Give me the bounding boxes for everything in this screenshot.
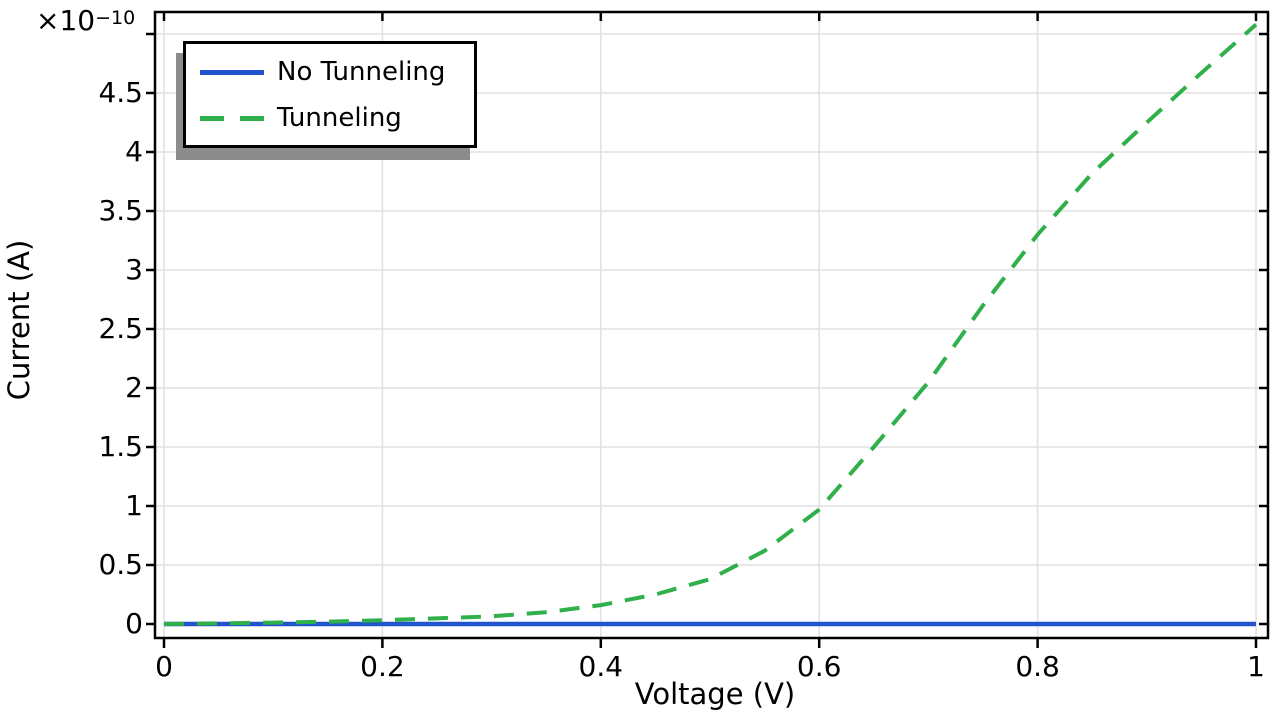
legend-item-no-tunneling: No Tunneling [200,49,470,95]
y-axis-multiplier-exponent: −10 [95,7,136,29]
y-tick-label: 3 [125,253,143,286]
x-tick-label: 0.4 [578,650,624,683]
y-tick-label: 0.5 [98,548,143,581]
x-tick-label: 0.6 [796,650,842,683]
y-axis-title: Current (A) [2,239,36,401]
axis-frame [153,10,1270,640]
x-axis-title: Voltage (V) [634,677,796,711]
legend-line-solid-icon [200,69,264,75]
y-tick-label: 4 [125,135,143,168]
legend-line-dashed-icon [200,115,264,121]
legend-label-no-tunneling: No Tunneling [277,57,446,87]
legend-item-tunneling: Tunneling [200,95,470,141]
x-tick-label: 0.2 [360,650,405,683]
legend-label-tunneling: Tunneling [277,103,402,133]
x-tick-label: 0 [155,650,173,683]
y-axis-multiplier-base: ×10 [36,4,96,37]
x-tick-label: 0.8 [1015,650,1060,683]
x-tick-label: 1 [1247,650,1265,683]
series-line-tunneling [163,23,1258,626]
y-tick-label: 1.5 [98,430,143,463]
legend: No Tunneling Tunneling [183,41,477,148]
y-tick-label: 2.5 [98,312,143,345]
y-tick-label: 4.5 [98,76,143,109]
y-tick-label: 3.5 [98,194,143,227]
y-axis-multiplier: ×10−10 [36,4,135,37]
y-tick-label: 2 [125,371,143,404]
y-tick-label: 0 [125,607,143,640]
y-tick-label: 1 [125,489,143,522]
